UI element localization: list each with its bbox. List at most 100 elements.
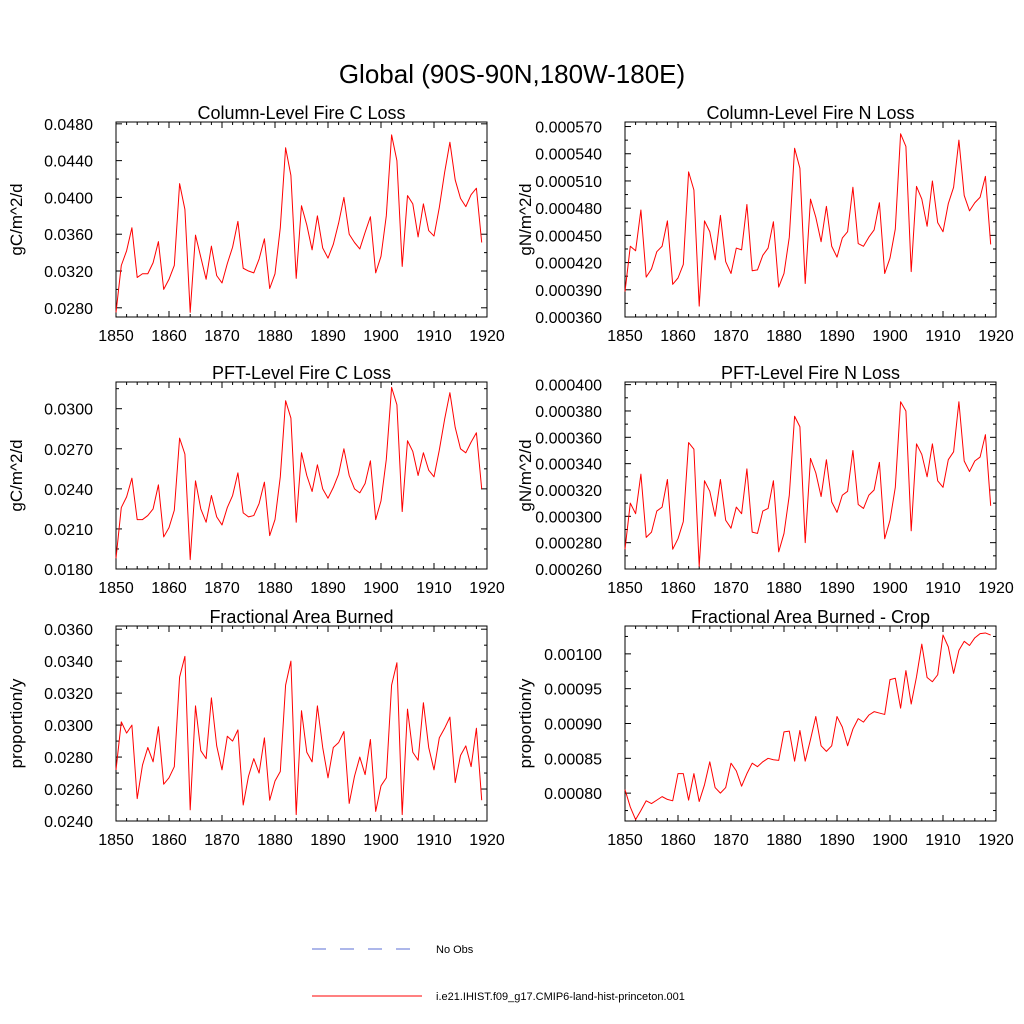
y-tick-label: 0.0440	[44, 154, 93, 171]
x-tick-label: 1880	[766, 832, 802, 849]
x-tick-label: 1900	[363, 328, 399, 345]
y-tick-label: 0.0400	[44, 190, 93, 207]
legend: No Obs i.e21.IHIST.f09_g17.CMIP6-land-hi…	[312, 944, 685, 1003]
y-tick-label: 0.000260	[535, 562, 602, 579]
y-tick-label: 0.00085	[544, 751, 602, 768]
x-tick-label: 1890	[819, 328, 855, 345]
x-tick-label: 1870	[713, 580, 749, 597]
y-tick-label: 0.0360	[44, 227, 93, 244]
y-axis-label: gC/m^2/d	[7, 439, 26, 511]
x-tick-label: 1900	[363, 580, 399, 597]
series-line	[624, 401, 992, 567]
x-tick-label: 1850	[98, 328, 134, 345]
y-tick-label: 0.0270	[44, 442, 93, 459]
y-tick-label: 0.0320	[44, 264, 93, 281]
x-tick-label: 1870	[204, 328, 240, 345]
x-tick-label: 1880	[257, 328, 293, 345]
series-line	[115, 134, 483, 313]
y-tick-label: 0.000320	[535, 483, 602, 500]
y-tick-label: 0.00090	[544, 717, 602, 734]
x-tick-label: 1890	[819, 832, 855, 849]
x-tick-label: 1890	[310, 580, 346, 597]
series-line	[115, 655, 483, 816]
y-tick-label: 0.000360	[535, 430, 602, 447]
x-tick-label: 1860	[151, 832, 187, 849]
y-tick-label: 0.0180	[44, 562, 93, 579]
y-tick-label: 0.000570	[535, 120, 602, 137]
plot-frame	[115, 625, 488, 822]
y-axis-label: gN/m^2/d	[516, 439, 535, 511]
x-tick-label: 1920	[469, 832, 505, 849]
x-tick-label: 1920	[469, 580, 505, 597]
x-tick-label: 1910	[416, 580, 452, 597]
y-tick-label: 0.00095	[544, 682, 602, 699]
x-tick-label: 1890	[310, 328, 346, 345]
y-axis-label: gC/m^2/d	[7, 183, 26, 255]
series-line	[624, 632, 991, 821]
x-tick-label: 1880	[766, 328, 802, 345]
y-axis-label: proportion/y	[7, 678, 26, 768]
x-tick-label: 1920	[469, 328, 505, 345]
x-tick-label: 1850	[98, 580, 134, 597]
y-tick-label: 0.0280	[44, 750, 93, 767]
series-line	[624, 133, 992, 307]
x-tick-label: 1920	[978, 328, 1014, 345]
x-tick-label: 1860	[660, 328, 696, 345]
panel-title: Fractional Area Burned - Crop	[691, 607, 930, 627]
x-tick-label: 1850	[607, 580, 643, 597]
chart-panel: PFT-Level Fire C Loss gC/m^2/d 1850 1860 187…	[7, 363, 505, 597]
y-tick-label: 0.000540	[535, 147, 602, 164]
y-tick-label: 0.000280	[535, 536, 602, 553]
panel-title: PFT-Level Fire N Loss	[721, 363, 900, 383]
x-tick-label: 1870	[713, 832, 749, 849]
x-tick-label: 1900	[872, 832, 908, 849]
x-tick-label: 1850	[98, 832, 134, 849]
x-tick-label: 1870	[204, 580, 240, 597]
x-tick-label: 1880	[257, 832, 293, 849]
x-tick-label: 1910	[925, 328, 961, 345]
plot-frame	[624, 121, 997, 318]
chart-panel: Column-Level Fire C Loss gC/m^2/d 1850 1860…	[7, 103, 505, 345]
y-tick-label: 0.0260	[44, 782, 93, 799]
y-tick-label: 0.00100	[544, 647, 602, 664]
y-tick-label: 0.000380	[535, 404, 602, 421]
y-tick-label: 0.000360	[535, 310, 602, 327]
chart-panel: Column-Level Fire N Loss gN/m^2/d 1850 1860…	[516, 103, 1014, 345]
plot-frame	[624, 381, 997, 570]
y-tick-label: 0.000300	[535, 509, 602, 526]
chart-panel: Fractional Area Burned - Crop proportion/…	[516, 607, 1014, 849]
x-tick-label: 1880	[766, 580, 802, 597]
y-tick-label: 0.0320	[44, 686, 93, 703]
y-tick-label: 0.000510	[535, 174, 602, 191]
panel-title: PFT-Level Fire C Loss	[212, 363, 391, 383]
x-tick-label: 1870	[713, 328, 749, 345]
x-tick-label: 1900	[872, 580, 908, 597]
x-tick-label: 1920	[978, 832, 1014, 849]
panel-title: Fractional Area Burned	[209, 607, 393, 627]
x-tick-label: 1860	[151, 328, 187, 345]
x-tick-label: 1900	[872, 328, 908, 345]
panel-title: Column-Level Fire N Loss	[706, 103, 914, 123]
legend-label-model-run: i.e21.IHIST.f09_g17.CMIP6-land-hist-prin…	[436, 991, 685, 1003]
x-tick-label: 1860	[660, 580, 696, 597]
x-tick-label: 1850	[607, 832, 643, 849]
x-tick-label: 1860	[660, 832, 696, 849]
y-tick-label: 0.0340	[44, 654, 93, 671]
y-tick-label: 0.000340	[535, 457, 602, 474]
x-tick-label: 1880	[257, 580, 293, 597]
x-tick-label: 1910	[416, 328, 452, 345]
y-tick-label: 0.0480	[44, 117, 93, 134]
x-tick-label: 1860	[151, 580, 187, 597]
chart-panel: PFT-Level Fire N Loss gN/m^2/d 1850 1860 187…	[516, 363, 1014, 597]
y-tick-label: 0.00080	[544, 786, 602, 803]
panel-title: Column-Level Fire C Loss	[197, 103, 405, 123]
x-tick-label: 1870	[204, 832, 240, 849]
chart-panel: Fractional Area Burned proportion/y 1850 18…	[7, 607, 505, 849]
plot-frame	[115, 121, 488, 318]
plot-frame	[115, 381, 488, 570]
y-tick-label: 0.0240	[44, 482, 93, 499]
x-tick-label: 1920	[978, 580, 1014, 597]
y-tick-label: 0.000390	[535, 283, 602, 300]
y-tick-label: 0.0240	[44, 814, 93, 831]
